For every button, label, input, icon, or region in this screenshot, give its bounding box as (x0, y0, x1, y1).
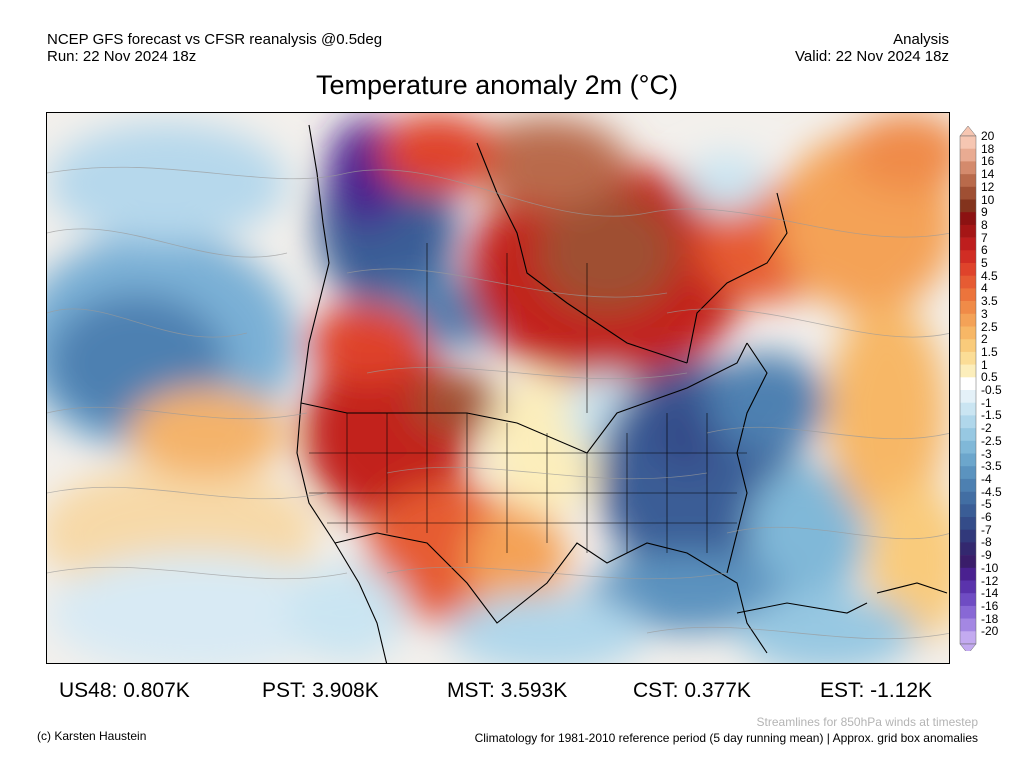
colorbar-swatch (960, 288, 976, 302)
colorbar-label: -2.5 (981, 433, 1002, 448)
stat-us48: US48: 0.807K (59, 679, 190, 702)
colorbar-label: 0.5 (981, 370, 998, 385)
colorbar-label: 4.5 (981, 268, 998, 283)
colorbar-swatch (960, 631, 976, 645)
colorbar-label: -3 (981, 446, 992, 461)
colorbar-swatch (960, 504, 976, 518)
streamlines-note: Streamlines for 850hPa winds at timestep (756, 715, 978, 729)
colorbar-label: -20 (981, 624, 999, 639)
colorbar-label: 6 (981, 243, 988, 258)
colorbar-swatch (960, 605, 976, 619)
stat-cst: CST: 0.377K (633, 679, 751, 702)
colorbar-swatch (960, 440, 976, 454)
copyright: (c) Karsten Haustein (37, 729, 147, 743)
colorbar-swatch (960, 275, 976, 289)
colorbar-label: 1 (981, 357, 988, 372)
colorbar-swatch (960, 593, 976, 607)
colorbar-swatch (960, 250, 976, 264)
temperature-anomaly-map (46, 112, 950, 664)
colorbar-label: 4 (981, 281, 988, 296)
colorbar-swatch (960, 351, 976, 365)
colorbar-swatch (960, 618, 976, 632)
colorbar-label: 3.5 (981, 294, 998, 309)
colorbar-label: 2 (981, 332, 988, 347)
colorbar-swatch (960, 567, 976, 581)
colorbar-label: -4 (981, 471, 992, 486)
climatology-note: Climatology for 1981-2010 reference peri… (474, 731, 978, 745)
anomaly-field (47, 113, 949, 663)
colorbar-swatch (960, 339, 976, 353)
colorbar-label: 20 (981, 129, 995, 143)
colorbar-swatch (960, 237, 976, 251)
colorbar-label: -6 (981, 510, 992, 524)
colorbar-swatch (960, 466, 976, 480)
colorbar-label: -18 (981, 611, 999, 626)
colorbar-top-arrow (959, 126, 977, 137)
colorbar-label: -5 (981, 497, 992, 512)
colorbar-swatch (960, 542, 976, 556)
colorbar-label: 12 (981, 179, 995, 194)
colorbar-swatch (960, 186, 976, 200)
colorbar-swatch (960, 453, 976, 467)
colorbar-label: -12 (981, 573, 999, 588)
stat-mst: MST: 3.593K (447, 679, 568, 702)
colorbar-label: 2.5 (981, 319, 998, 334)
colorbar-label: 14 (981, 167, 995, 182)
colorbar-swatch (960, 478, 976, 492)
colorbar-label: 10 (981, 192, 995, 207)
colorbar-label: -10 (981, 560, 999, 575)
colorbar-label: -4.5 (981, 484, 1002, 499)
colorbar-swatch (960, 301, 976, 315)
colorbar-label: -3.5 (981, 459, 1002, 474)
colorbar-swatch (960, 491, 976, 505)
colorbar-bottom-arrow (959, 643, 977, 651)
analysis-label: Analysis (893, 31, 949, 48)
colorbar (959, 126, 977, 651)
colorbar-swatch (960, 580, 976, 594)
colorbar-swatch (960, 212, 976, 226)
valid-time: Valid: 22 Nov 2024 18z (795, 48, 949, 65)
colorbar-swatch (960, 326, 976, 340)
colorbar-label: 1.5 (981, 344, 998, 359)
colorbar-swatch (960, 428, 976, 442)
colorbar-label: -7 (981, 522, 992, 537)
colorbar-swatch (960, 517, 976, 530)
colorbar-swatch (960, 377, 976, 391)
colorbar-label: 3 (981, 306, 988, 321)
model-description: NCEP GFS forecast vs CFSR reanalysis @0.… (47, 31, 383, 48)
colorbar-label: -1 (981, 395, 992, 410)
colorbar-label: 8 (981, 217, 988, 232)
colorbar-label: 9 (981, 205, 988, 220)
colorbar-label: -16 (981, 598, 999, 613)
colorbar-label: -2 (981, 421, 992, 436)
colorbar-label: -0.5 (981, 383, 1002, 397)
run-time: Run: 22 Nov 2024 18z (47, 48, 197, 65)
streamlines (47, 166, 949, 640)
colorbar-label: -1.5 (981, 408, 1002, 423)
colorbar-label: -9 (981, 548, 992, 563)
colorbar-swatch (960, 263, 976, 276)
colorbar-swatch (960, 148, 976, 162)
colorbar-swatch (960, 402, 976, 416)
colorbar-swatch (960, 390, 976, 403)
colorbar-swatch (960, 136, 976, 149)
colorbar-label: -14 (981, 586, 999, 601)
colorbar-label: -8 (981, 535, 992, 550)
colorbar-swatch (960, 555, 976, 569)
colorbar-label: 16 (981, 154, 995, 169)
colorbar-swatch (960, 161, 976, 175)
colorbar-swatch (960, 224, 976, 238)
map-title: Temperature anomaly 2m (°C) (316, 70, 678, 100)
colorbar-swatch (960, 174, 976, 188)
colorbar-label: 5 (981, 256, 988, 270)
colorbar-swatch (960, 313, 976, 327)
colorbar-label: 18 (981, 141, 995, 156)
colorbar-swatch (960, 415, 976, 429)
colorbar-swatch (960, 199, 976, 213)
stat-est: EST: -1.12K (820, 679, 933, 702)
colorbar-swatch (960, 529, 976, 543)
colorbar-label: 7 (981, 230, 988, 245)
stat-pst: PST: 3.908K (262, 679, 379, 702)
colorbar-swatch (960, 364, 976, 378)
